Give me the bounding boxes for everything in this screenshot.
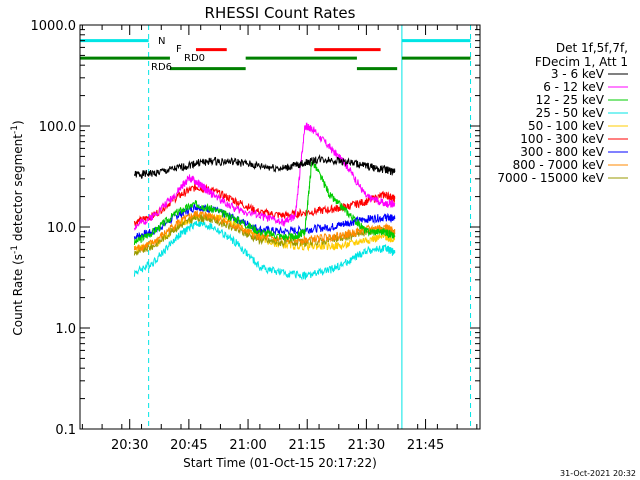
legend-header-line-1: Det 1f,5f,7f,	[556, 41, 628, 55]
legend-label: 800 - 7000 keV	[513, 158, 605, 172]
plot-frame	[79, 24, 481, 430]
y-tick-label: 10.0	[47, 221, 76, 236]
y-axis-label: Count Rate (s-1 detector segment-1)	[10, 120, 25, 335]
series-line	[133, 203, 396, 242]
legend-label: 12 - 25 keV	[536, 93, 605, 107]
legend-label: 25 - 50 keV	[536, 106, 605, 120]
y-tick-label: 1.0	[55, 322, 76, 337]
legend-label: 3 - 6 keV	[551, 67, 605, 81]
series-line	[133, 183, 396, 227]
state-label-rd6: RD6	[151, 62, 172, 73]
y-tick-label: 100.0	[39, 120, 76, 135]
y-tick-label: 1000.0	[31, 19, 77, 34]
x-tick-label: 20:45	[170, 438, 207, 453]
legend-label: 7000 - 15000 keV	[497, 171, 604, 185]
series-line	[133, 210, 396, 253]
legend-header-line-2: FDecim 1, Att 1	[535, 55, 628, 69]
state-label-f: F	[176, 44, 182, 55]
chart-title: RHESSI Count Rates	[205, 4, 356, 22]
x-tick-label: 21:45	[407, 438, 444, 453]
x-tick-label: 21:30	[348, 438, 385, 453]
series-line	[133, 160, 396, 245]
x-tick-label: 21:00	[229, 438, 266, 453]
x-axis: 20:30 20:45 21:00 21:15 21:30 21:45	[81, 25, 478, 453]
footer-timestamp: 31-Oct-2021 20:32	[560, 469, 636, 478]
series-line	[133, 122, 396, 231]
y-tick-label: 0.1	[55, 423, 76, 438]
legend-label: 6 - 12 keV	[543, 80, 605, 94]
series-line	[133, 154, 396, 179]
state-label-rd0: RD0	[184, 53, 205, 64]
x-tick-label: 20:30	[111, 438, 148, 453]
legend: Det 1f,5f,7f, FDecim 1, Att 1 3 - 6 keV6…	[497, 41, 628, 185]
state-label-n: N	[158, 36, 165, 47]
legend-label: 50 - 100 keV	[528, 119, 605, 133]
y-axis: 1000.0 100.0 10.0 1.0 0.1	[31, 19, 480, 438]
x-tick-label: 21:15	[288, 438, 325, 453]
x-axis-label: Start Time (01-Oct-15 20:17:22)	[183, 456, 377, 470]
legend-label: 100 - 300 keV	[520, 132, 604, 146]
series-line	[133, 220, 396, 281]
legend-label: 300 - 800 keV	[520, 145, 604, 159]
